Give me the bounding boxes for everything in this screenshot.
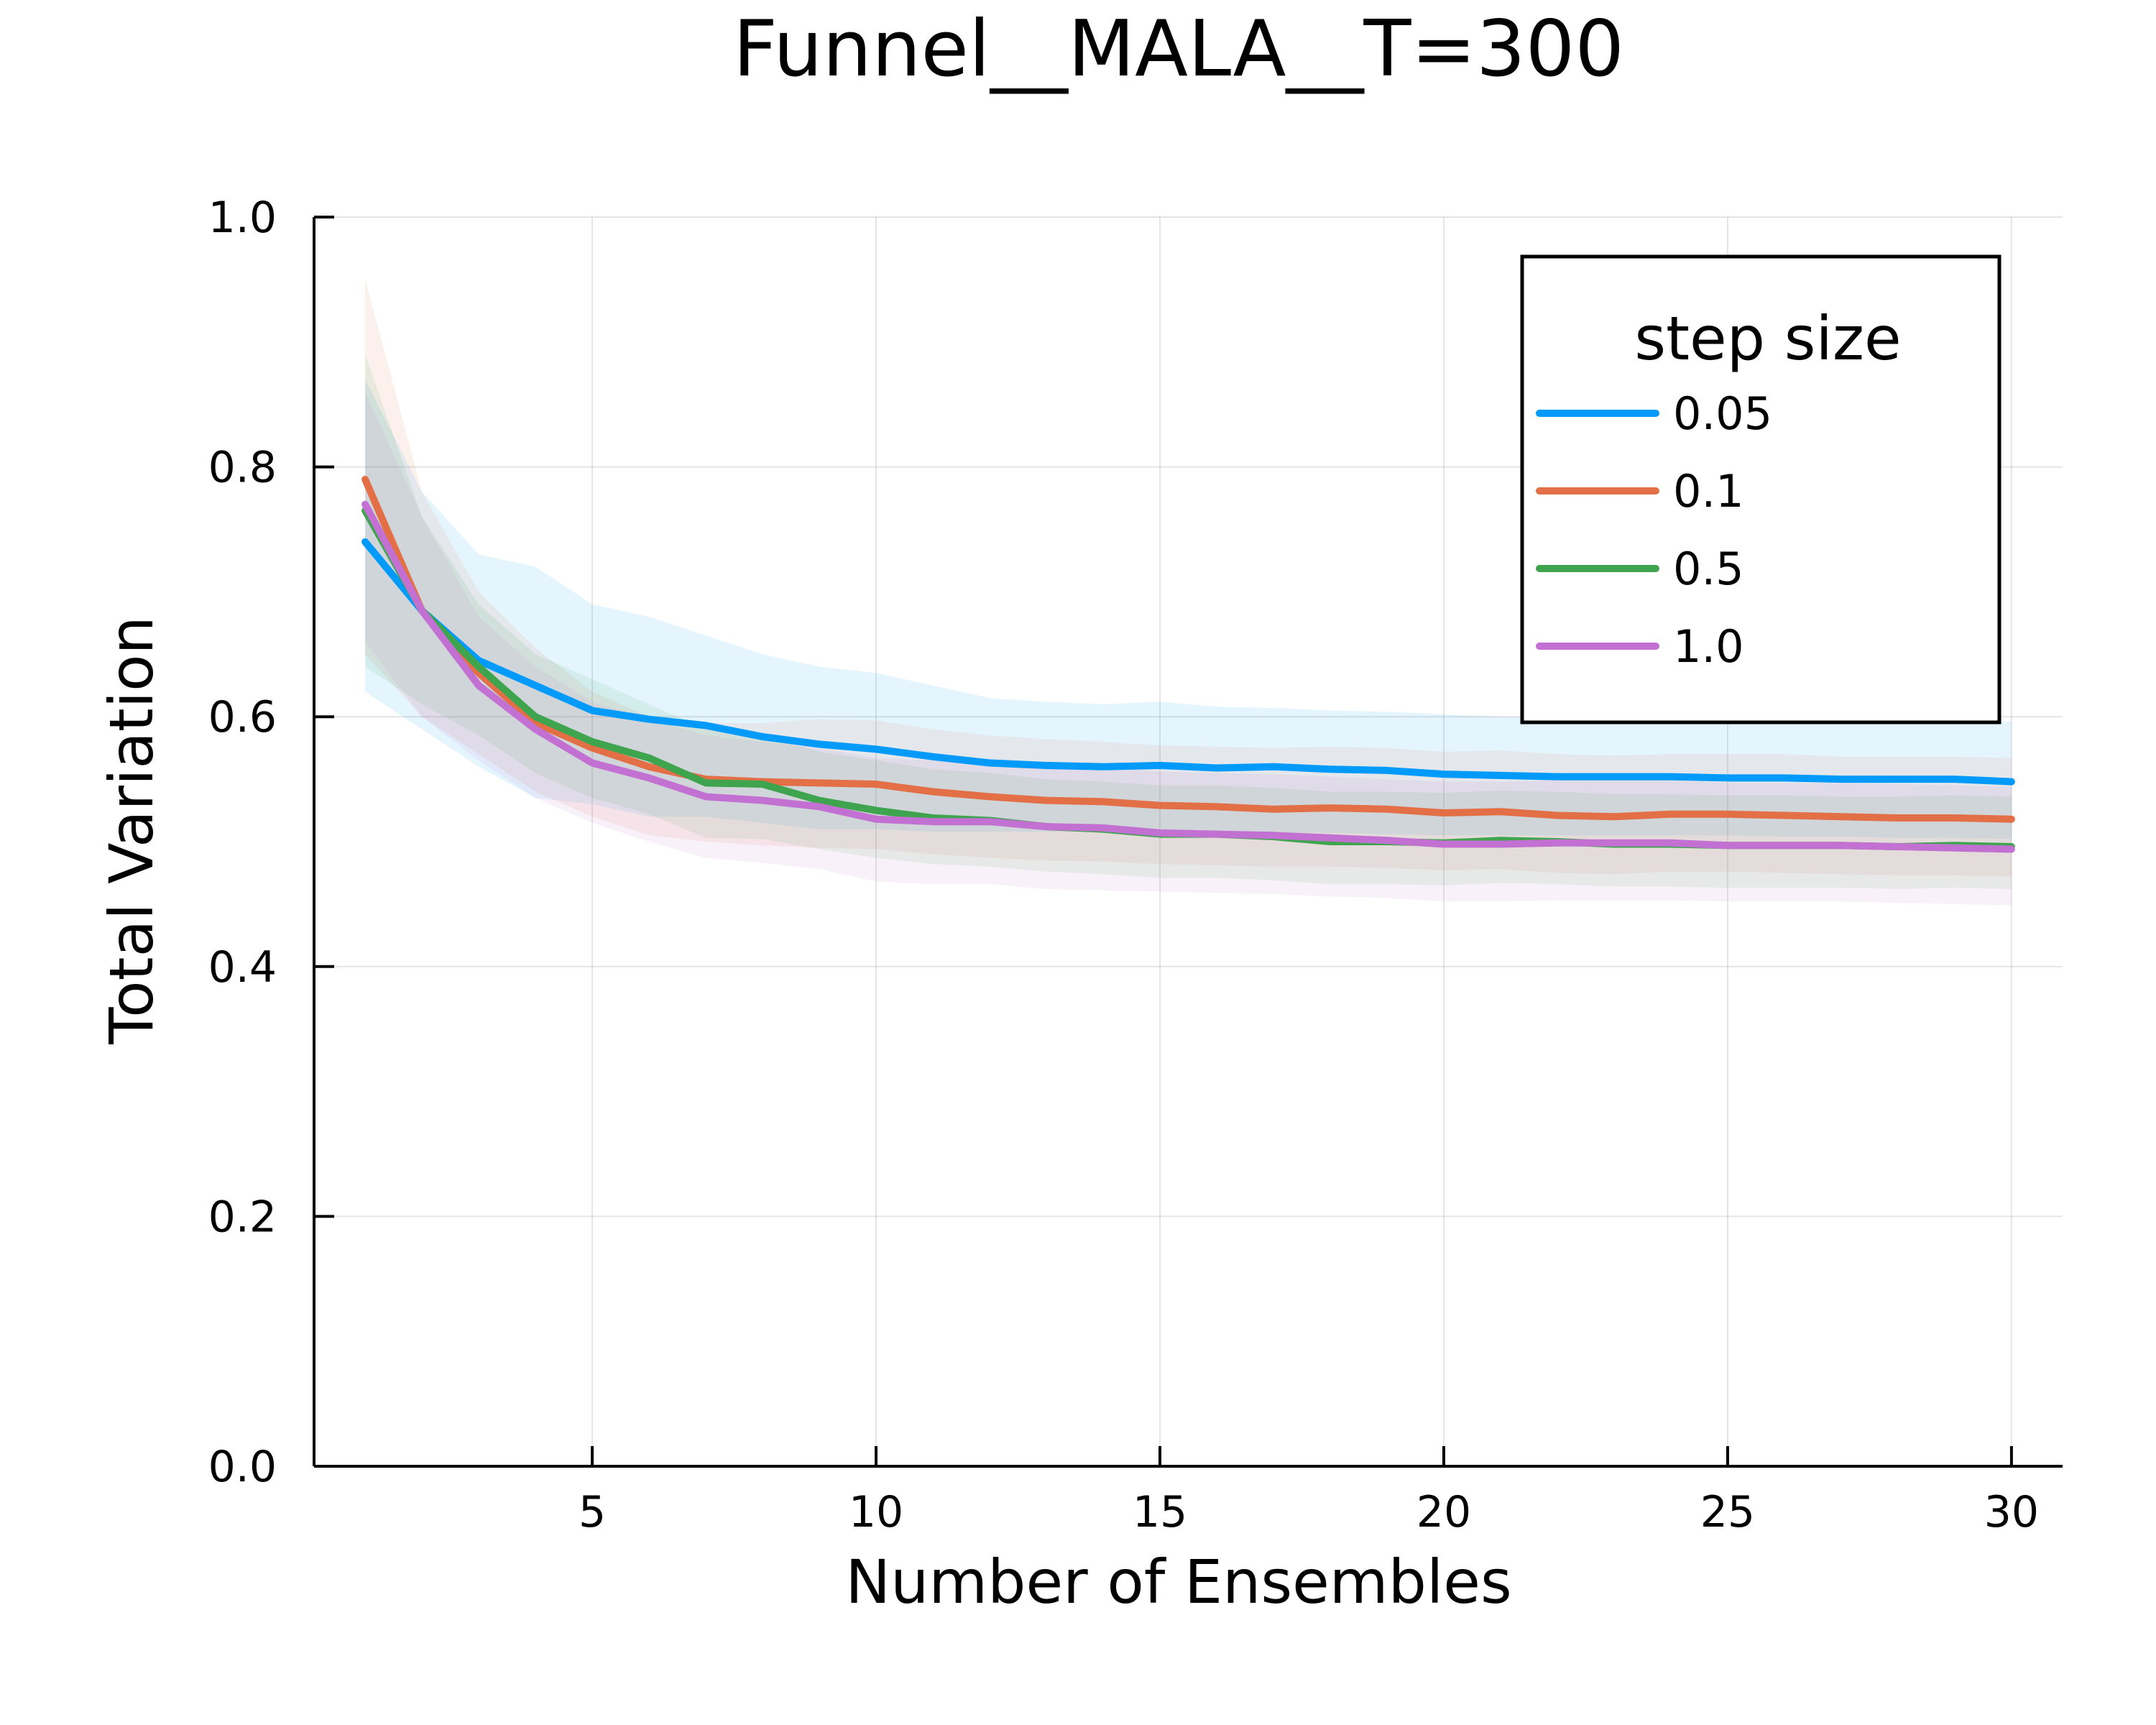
band-step-1.0: [365, 392, 2012, 906]
legend-label-0.05: 0.05: [1673, 387, 1772, 440]
series-lines: [361, 475, 2015, 853]
series-line-0.05: [361, 538, 2015, 786]
legend-title: step size: [1634, 303, 1901, 374]
x-tick-label-30: 30: [1984, 1487, 2039, 1537]
x-tick-label-25: 25: [1700, 1487, 1755, 1537]
legend: step size 0.05 0.1 0.5 1.0: [1520, 254, 2001, 724]
y-tick-label-0.2: 0.2: [208, 1192, 277, 1242]
chart-title: Funnel__MALA__T=300: [733, 4, 1624, 94]
x-tick-label-15: 15: [1133, 1487, 1187, 1537]
band-step-0.05: [365, 379, 2012, 840]
y-tick-label-0.0: 0.0: [208, 1442, 277, 1492]
x-tick-label-10: 10: [849, 1487, 903, 1537]
axes: 5 10 15 20 25 30 0.0 0.2 0.4 0.6 0.8 1.0: [208, 193, 2063, 1537]
band-step-0.1: [365, 279, 2012, 877]
series-line-1.0: [361, 500, 2015, 853]
confidence-bands: [365, 279, 2012, 906]
legend-items: 0.05 0.1 0.5 1.0: [1536, 387, 1772, 673]
y-axis-label: Total Variation: [96, 616, 167, 1045]
legend-label-0.1: 0.1: [1673, 465, 1744, 518]
legend-label-0.5: 0.5: [1673, 543, 1744, 595]
y-tick-label-0.4: 0.4: [208, 942, 277, 993]
x-axis-label: Number of Ensembles: [845, 1547, 1512, 1617]
y-tick-label-0.8: 0.8: [208, 443, 277, 493]
x-tick-label-20: 20: [1416, 1487, 1471, 1537]
x-tick-label-5: 5: [579, 1487, 606, 1537]
y-tick-label-1.0: 1.0: [208, 193, 277, 243]
legend-label-1.0: 1.0: [1673, 620, 1744, 673]
y-tick-label-0.6: 0.6: [208, 692, 277, 742]
series-line-0.1: [361, 475, 2015, 823]
band-step-0.5: [365, 354, 2012, 890]
